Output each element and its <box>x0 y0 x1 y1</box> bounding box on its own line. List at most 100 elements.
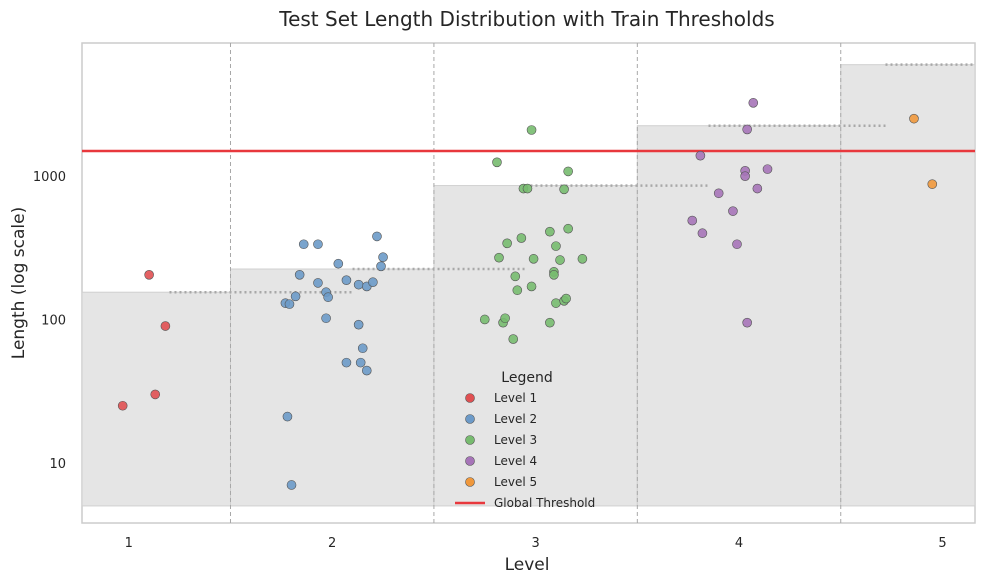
point-level-4-6 <box>732 239 742 250</box>
point-level-2-11 <box>321 313 331 324</box>
point-level-4-1 <box>687 215 698 226</box>
point-level-3-24 <box>559 184 569 195</box>
point-level-4-8 <box>740 171 750 181</box>
point-level-3-10 <box>516 233 527 243</box>
point-level-3-13 <box>526 125 537 135</box>
x-tick-label-3: 3 <box>531 536 539 551</box>
legend-marker-level-1 <box>465 393 475 403</box>
legend-items: Level 1 Level 2 Level 3 Level 4 Level 5 Globa… <box>455 391 595 510</box>
x-tick-label-5: 5 <box>938 536 946 551</box>
point-level-1-3 <box>150 389 161 400</box>
level-band-3 <box>433 185 638 507</box>
point-level-3-9 <box>512 285 523 296</box>
point-level-2-20 <box>361 365 372 376</box>
level-band-2 <box>229 268 435 507</box>
legend-marker-level-4 <box>465 456 475 466</box>
point-level-2-13 <box>333 258 344 269</box>
point-level-2-22 <box>368 277 378 288</box>
legend-label-level-4: Level 4 <box>494 454 537 468</box>
point-level-2-14 <box>341 275 352 285</box>
level-band-4 <box>636 125 842 507</box>
point-level-3-25 <box>561 293 571 304</box>
point-level-4-10 <box>742 124 752 135</box>
point-level-3-6 <box>502 238 512 249</box>
point-level-3-22 <box>555 255 565 265</box>
point-level-4-9 <box>742 317 752 328</box>
point-level-2-18 <box>355 357 366 368</box>
x-tick-label-4: 4 <box>735 536 743 551</box>
x-axis-ticks: 1 2 3 4 5 <box>125 536 947 551</box>
point-level-2-6 <box>294 270 305 280</box>
legend-label-global-threshold: Global Threshold <box>494 496 595 510</box>
train-thresholds <box>169 63 973 294</box>
point-level-2-23 <box>372 231 382 242</box>
y-axis-ticks: 10 100 1000 <box>33 170 66 472</box>
chart-title: Test Set Length Distribution with Train … <box>278 7 774 31</box>
x-tick-label-2: 2 <box>328 536 336 551</box>
legend-label-level-1: Level 1 <box>494 391 537 405</box>
point-level-2-3 <box>284 299 295 309</box>
level-boundaries <box>229 43 842 523</box>
y-tick-label-10: 10 <box>49 457 66 472</box>
point-level-4-3 <box>697 228 708 239</box>
point-level-2-12 <box>323 292 333 303</box>
point-level-3-28 <box>577 254 588 264</box>
legend-label-level-3: Level 3 <box>494 433 537 447</box>
level-bands <box>81 64 976 507</box>
point-level-2-7 <box>298 239 309 250</box>
point-level-4-11 <box>748 98 759 108</box>
point-level-2-9 <box>313 278 323 288</box>
point-level-3-12 <box>522 183 533 194</box>
point-level-3-8 <box>510 271 521 282</box>
point-level-3-19 <box>549 270 559 280</box>
point-level-2-17 <box>353 279 364 290</box>
point-level-5-1 <box>909 113 919 124</box>
legend-title: Legend <box>501 370 552 386</box>
legend-label-level-2: Level 2 <box>494 412 537 426</box>
y-tick-label-1000: 1000 <box>33 170 66 185</box>
point-level-3-26 <box>563 166 573 177</box>
point-level-1-4 <box>160 321 171 331</box>
legend-label-level-5: Level 5 <box>494 475 537 489</box>
point-level-2-5 <box>290 291 301 302</box>
point-level-3-27 <box>563 223 573 234</box>
point-level-1-2 <box>144 270 154 280</box>
point-level-4-5 <box>728 206 738 216</box>
point-level-4-4 <box>713 188 724 199</box>
point-level-1-1 <box>117 400 128 411</box>
data-points <box>117 98 938 490</box>
point-level-3-14 <box>526 281 537 292</box>
point-level-3-17 <box>545 226 555 237</box>
point-level-4-12 <box>752 183 763 194</box>
point-level-3-5 <box>500 313 510 324</box>
point-level-3-3 <box>494 252 504 263</box>
point-level-3-2 <box>492 157 502 168</box>
level-band-5 <box>840 64 976 507</box>
point-level-5-2 <box>927 179 938 189</box>
point-level-2-24 <box>376 261 386 272</box>
y-tick-label-100: 100 <box>41 313 66 328</box>
legend-marker-level-2 <box>465 414 475 424</box>
point-level-2-15 <box>341 357 352 368</box>
point-level-2-4 <box>286 480 297 490</box>
point-level-3-15 <box>528 254 539 264</box>
point-level-3-20 <box>551 298 561 308</box>
point-level-3-21 <box>551 241 561 251</box>
legend-marker-level-3 <box>465 435 475 445</box>
point-level-4-13 <box>762 164 773 174</box>
y-axis-label: Length (log scale) <box>9 207 29 359</box>
point-level-2-16 <box>353 319 364 330</box>
point-level-2-2 <box>282 411 293 422</box>
point-level-2-8 <box>313 239 323 250</box>
legend-marker-level-5 <box>465 477 475 487</box>
point-level-4-2 <box>695 150 706 161</box>
plot-area <box>81 42 976 524</box>
point-level-2-25 <box>378 252 388 263</box>
x-axis-label: Level <box>505 555 550 575</box>
point-level-3-7 <box>508 334 519 344</box>
point-level-3-16 <box>545 317 555 328</box>
point-level-2-19 <box>357 343 368 354</box>
x-tick-label-1: 1 <box>125 536 133 551</box>
